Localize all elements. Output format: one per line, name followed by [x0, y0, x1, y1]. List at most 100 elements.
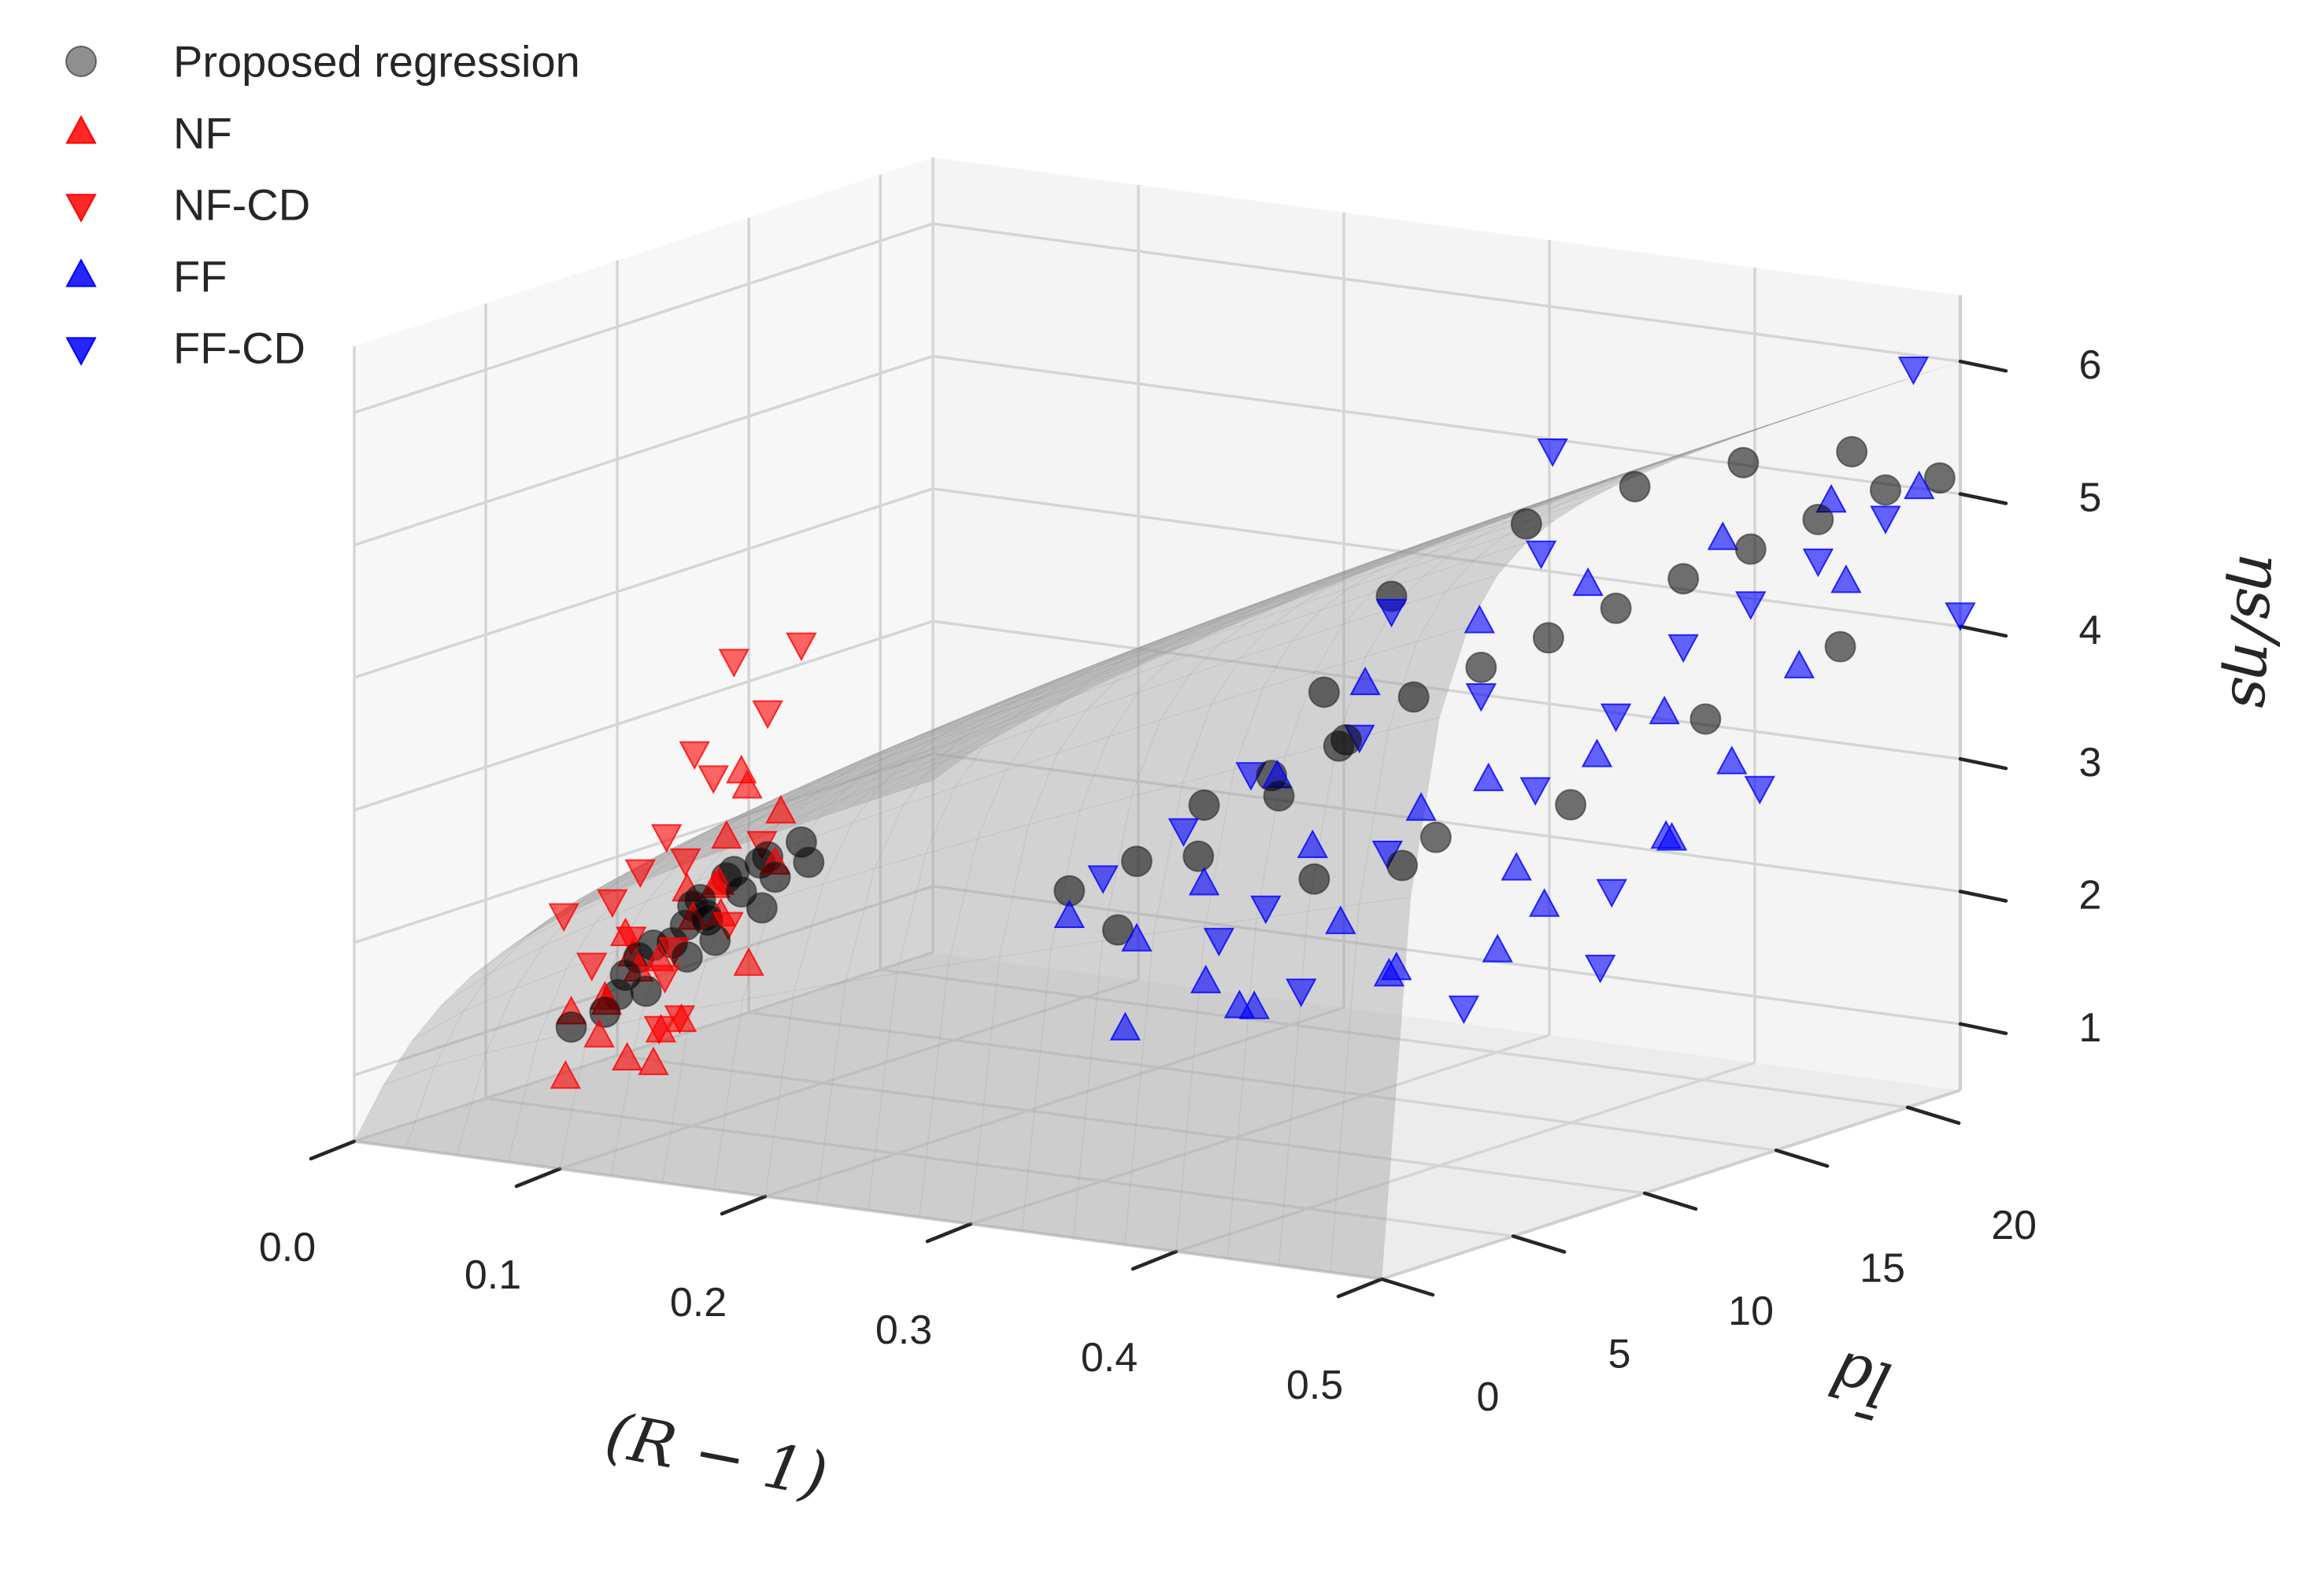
surface-patch	[1025, 660, 1106, 693]
ff-point	[1572, 567, 1604, 597]
surface-patch	[405, 1052, 487, 1156]
surface-patch	[1445, 542, 1528, 593]
surface-patch	[1404, 522, 1486, 551]
surface-patch	[958, 689, 1039, 723]
proposed-regression-point	[759, 861, 791, 893]
surface-patch	[807, 756, 888, 799]
surface-patch	[816, 972, 897, 1211]
surface-patch	[1366, 540, 1447, 571]
y-axis-label: l̄d	[1822, 1336, 1898, 1423]
surface-patch	[1108, 674, 1190, 738]
surface-patch	[1279, 568, 1360, 599]
x-tick-mark	[514, 1167, 562, 1189]
nf-cd-legend-marker	[65, 194, 97, 223]
surface-patch	[1021, 940, 1103, 1239]
surface-patch	[1246, 587, 1328, 624]
ff-cd-point	[1087, 865, 1119, 894]
surface-patch	[1378, 537, 1460, 571]
surface-patch	[1626, 446, 1707, 475]
surface-patch	[1160, 621, 1242, 654]
surface-patch	[462, 945, 546, 1012]
surface-patch	[1520, 483, 1601, 512]
surface-patch	[682, 804, 763, 847]
ff-point	[1904, 470, 1935, 500]
y-tick-mark	[1774, 1148, 1830, 1168]
y-tick-label: 0	[1477, 1374, 1500, 1420]
surface-patch	[1619, 449, 1700, 479]
surface-patch	[1119, 627, 1200, 659]
surface-patch	[960, 697, 1042, 738]
surface-patch	[923, 700, 1004, 734]
surface-patch	[1083, 638, 1164, 670]
x-tick-mark	[1131, 1249, 1179, 1271]
surface-patch	[1423, 536, 1504, 577]
ff-point	[1190, 964, 1222, 993]
surface-patch	[1327, 555, 1408, 589]
nf-legend-marker	[65, 115, 97, 144]
surface-patch	[1124, 925, 1206, 1252]
surface-patch	[938, 699, 1020, 738]
surface-patch	[456, 1040, 538, 1163]
surface-patch	[864, 725, 946, 762]
gridline-z-back	[932, 619, 1961, 760]
proposed-regression-point	[1323, 730, 1355, 762]
nf-cd-point	[624, 859, 656, 889]
surface-patch	[1054, 648, 1135, 681]
proposed-regression-point	[1101, 914, 1134, 946]
y-tick-label: 20	[1991, 1203, 2037, 1248]
surface-patch	[804, 757, 885, 794]
ff-point	[1297, 829, 1328, 859]
surface-patch	[1291, 592, 1373, 642]
surface-patch	[875, 753, 956, 801]
surface-patch	[1253, 577, 1334, 610]
gridlines	[353, 157, 1962, 1281]
surface-patch	[1016, 669, 1097, 702]
surface-patch	[1674, 430, 1756, 458]
proposed-regression-point	[630, 975, 662, 1008]
ff-cd-point	[1168, 818, 1200, 847]
surface-patch	[1353, 540, 1434, 570]
surface-patch	[1575, 463, 1656, 492]
surface-patch	[1099, 633, 1180, 666]
gridline-y-floor	[485, 1096, 1514, 1238]
z-tick-mark	[1958, 756, 2008, 771]
surface-patch	[813, 745, 894, 784]
surface-patch	[1411, 521, 1492, 551]
surface-patch	[1417, 520, 1498, 551]
surface-patch	[1051, 662, 1133, 696]
surface-patch	[835, 739, 917, 778]
surface-patch	[919, 956, 1001, 1225]
surface-patch	[1064, 659, 1145, 701]
legend-label: NF-CD	[173, 180, 310, 230]
ff-cd-point	[1735, 591, 1767, 620]
z-tick-mark	[1958, 1022, 2008, 1036]
surface-patch	[849, 731, 930, 767]
surface-patch	[964, 691, 1045, 725]
ff-cd-point	[1250, 895, 1282, 925]
x-tick-label: 0.0	[259, 1225, 316, 1270]
nf-cd-point	[651, 824, 683, 853]
z-axis-label: ηs/ηs	[2217, 550, 2296, 711]
surface-patch	[1308, 559, 1390, 590]
surface-patch	[1070, 645, 1152, 681]
surface-patch	[1362, 536, 1444, 567]
surface-patch	[1532, 486, 1614, 520]
z-tick-mark	[1958, 359, 2008, 373]
surface-patch	[996, 671, 1078, 706]
ff-cd-point	[1870, 505, 1901, 534]
x-tick-label: 0.2	[670, 1280, 727, 1326]
surface-patch	[1179, 601, 1260, 634]
surface-patch	[1272, 568, 1354, 599]
nf-cd-point	[649, 964, 681, 994]
proposed-regression-point	[1619, 471, 1651, 503]
surface-patch	[694, 804, 776, 845]
surface-patch	[1080, 653, 1161, 686]
surface-patch	[1038, 657, 1119, 690]
surface-patch	[1414, 518, 1495, 549]
surface-patch	[1407, 524, 1489, 556]
surface-patch	[925, 769, 1007, 855]
nf-cd-point	[616, 926, 647, 956]
proposed-regression-point	[1532, 622, 1564, 654]
surface-patch	[1057, 691, 1139, 754]
surface-patch	[1648, 439, 1730, 468]
